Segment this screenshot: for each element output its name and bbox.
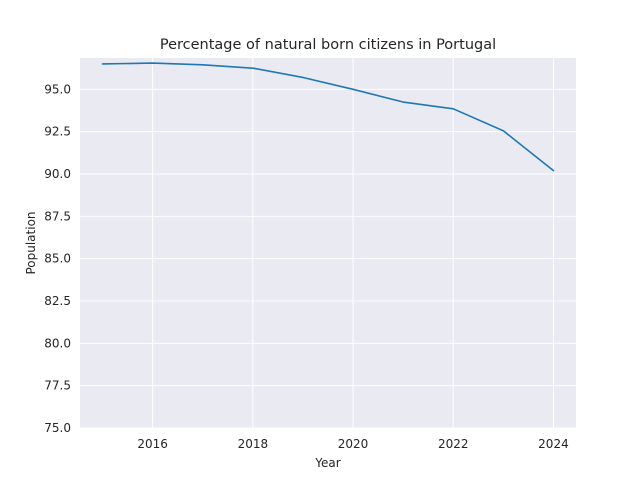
y-tick-label: 92.5	[44, 125, 71, 139]
x-tick-label: 2022	[438, 437, 469, 451]
y-tick-labels: 75.0 77.5 80.0 82.5 85.0 87.5 90.0 92.5 95.0	[44, 82, 71, 435]
x-tick-label: 2018	[238, 437, 269, 451]
plot-area	[80, 58, 576, 428]
y-tick-label: 85.0	[44, 252, 71, 266]
chart-title: Percentage of natural born citizens in P…	[160, 37, 496, 53]
x-tick-label: 2024	[538, 437, 569, 451]
x-tick-label: 2016	[137, 437, 168, 451]
y-tick-label: 95.0	[44, 82, 71, 96]
y-tick-label: 80.0	[44, 336, 71, 350]
y-tick-label: 82.5	[44, 294, 71, 308]
x-tick-label: 2020	[338, 437, 369, 451]
y-axis-label: Population	[24, 211, 38, 274]
x-tick-labels: 2016 2018 2020 2022 2024	[137, 437, 568, 451]
y-tick-label: 77.5	[44, 379, 71, 393]
y-tick-label: 90.0	[44, 167, 71, 181]
y-tick-label: 75.0	[44, 421, 71, 435]
y-tick-label: 87.5	[44, 209, 71, 223]
x-axis-label: Year	[314, 456, 340, 470]
